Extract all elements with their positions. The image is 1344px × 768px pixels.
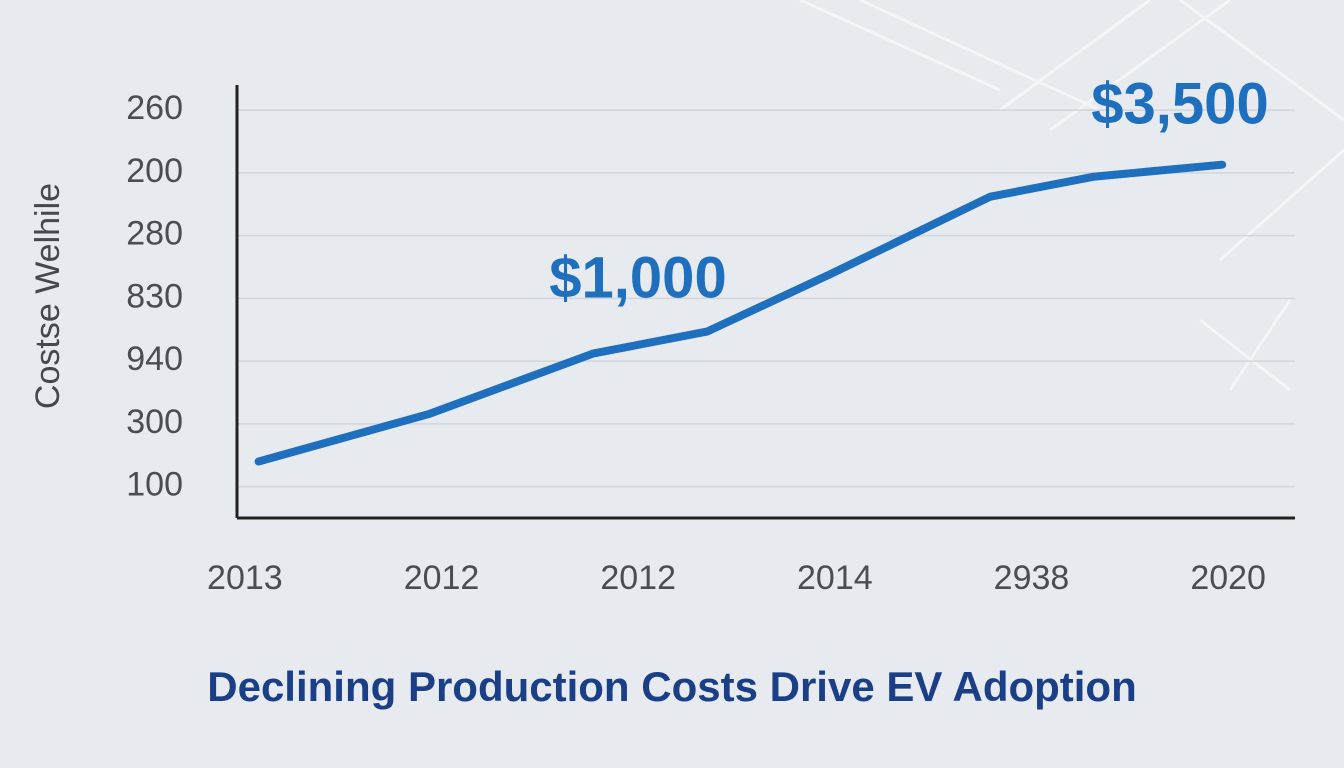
y-tick-label: 200	[126, 152, 183, 190]
x-tick-label: 2013	[207, 559, 283, 597]
x-tick-label: 2020	[1190, 559, 1266, 597]
chart-title: Declining Production Costs Drive EV Adop…	[207, 663, 1137, 710]
y-tick-label: 100	[126, 466, 183, 504]
x-tick-label: 2012	[600, 559, 676, 597]
y-tick-label: 260	[126, 89, 183, 127]
y-tick-label: 300	[126, 403, 183, 441]
x-tick-label: 2014	[797, 559, 873, 597]
x-tick-label: 2012	[404, 559, 480, 597]
background-pattern	[799, 0, 1344, 392]
annotation: $3,500	[1091, 71, 1268, 136]
annotation: $1,000	[549, 245, 726, 310]
y-axis-title: Costse Welhile	[29, 183, 67, 409]
x-tick-label: 2938	[994, 559, 1070, 597]
y-tick-label: 940	[126, 340, 183, 378]
y-tick-label: 830	[126, 277, 183, 315]
line	[254, 160, 1227, 466]
y-tick-label: 280	[126, 215, 183, 253]
